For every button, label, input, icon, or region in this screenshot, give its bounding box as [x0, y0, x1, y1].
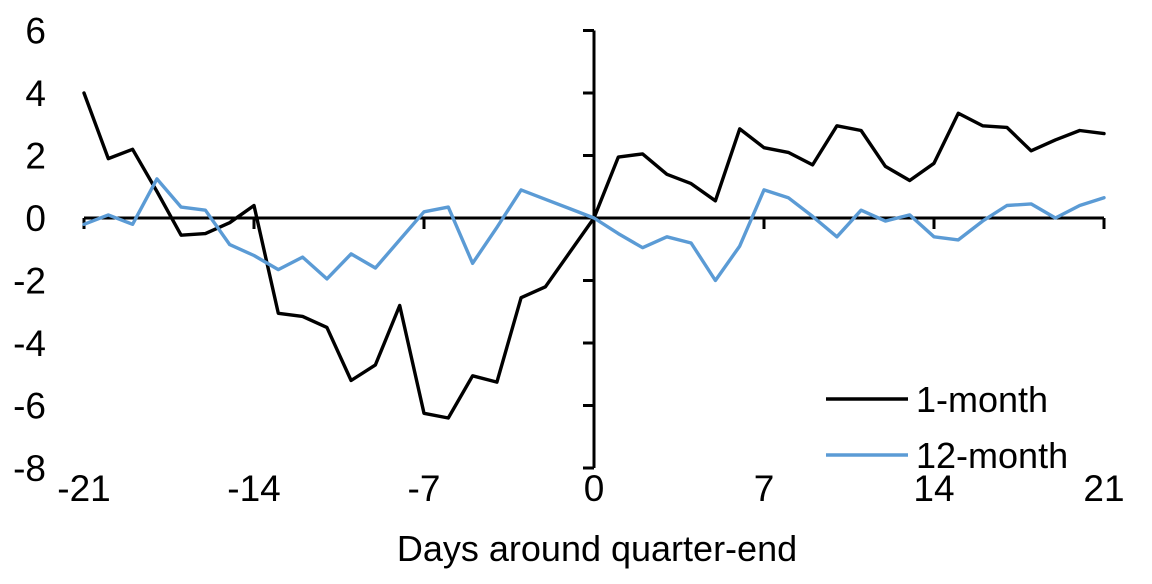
y-tick-label: -8: [13, 448, 46, 489]
y-tick-label: -2: [13, 261, 46, 302]
x-tick-label: 21: [1083, 468, 1124, 509]
y-axis-tick-labels: 6 4 2 0 -2 -4 -6 -8: [13, 11, 46, 490]
series-line-12-month: [82, 177, 1106, 283]
x-tick-label: 0: [584, 468, 605, 509]
y-tick-label: -4: [13, 323, 46, 364]
x-axis-tick-labels: -21 -14 -7 0 7 14 21: [57, 468, 1124, 509]
legend-label-12-month: 12-month: [916, 435, 1068, 476]
legend: 1-month 12-month: [826, 379, 1068, 476]
legend-label-1-month: 1-month: [916, 379, 1048, 420]
y-tick-label: -6: [13, 386, 46, 427]
x-tick-label: -21: [57, 468, 110, 509]
series-lines: [82, 91, 1106, 420]
y-tick-label: 4: [25, 73, 46, 114]
x-tick-label: -7: [408, 468, 441, 509]
x-tick-label: 7: [754, 468, 775, 509]
y-tick-label: 0: [25, 198, 46, 239]
y-tick-label: 6: [25, 11, 46, 52]
x-tick-label: -14: [227, 468, 280, 509]
x-axis-title: Days around quarter-end: [397, 528, 797, 569]
x-tick-label: 14: [913, 468, 954, 509]
y-tick-label: 2: [25, 136, 46, 177]
